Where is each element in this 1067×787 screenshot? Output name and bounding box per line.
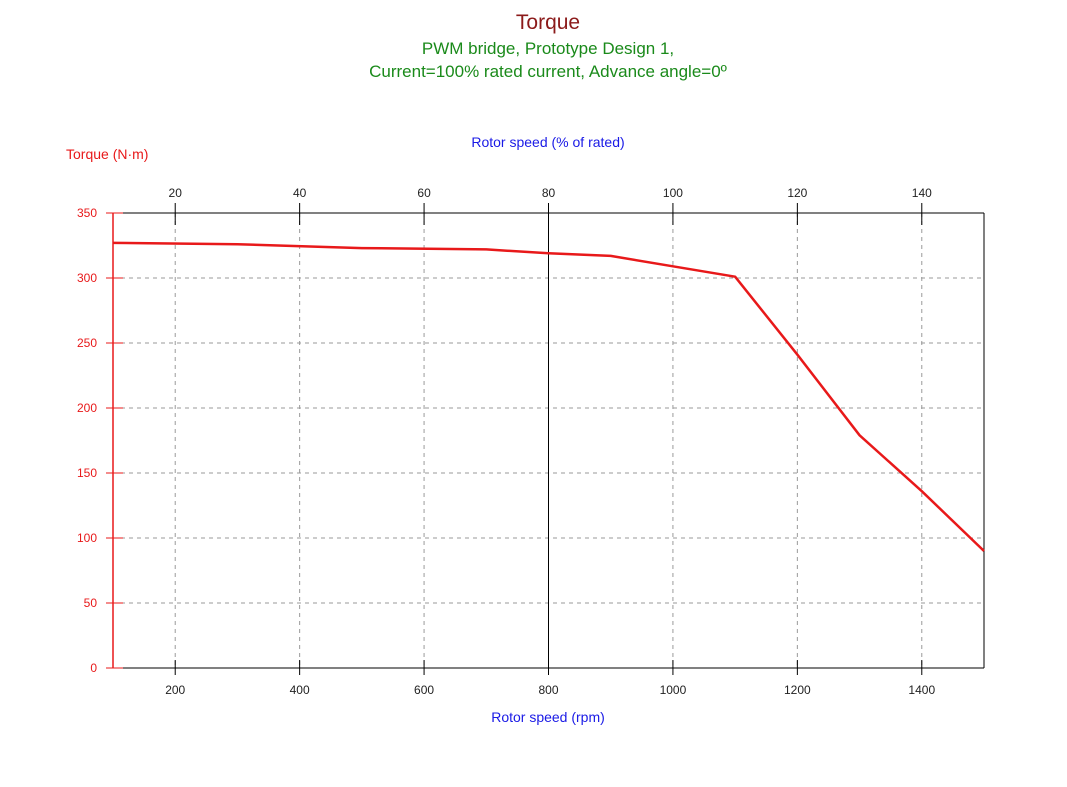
top-axis-tick-label: 20 <box>169 186 183 200</box>
y-axis-title: Torque (N·m) <box>66 146 148 162</box>
x-tick-label: 1000 <box>660 683 687 697</box>
x-tick-label: 200 <box>165 683 185 697</box>
top-axis-title: Rotor speed (% of rated) <box>471 134 624 150</box>
y-tick-label: 50 <box>84 596 98 610</box>
y-tick-label: 350 <box>77 206 97 220</box>
chart-subtitle-line-1: PWM bridge, Prototype Design 1, <box>422 39 674 58</box>
y-tick-label: 150 <box>77 466 97 480</box>
x-axis-title: Rotor speed (rpm) <box>491 709 605 725</box>
x-tick-label: 800 <box>538 683 558 697</box>
x-tick-label: 600 <box>414 683 434 697</box>
chart-title: Torque <box>516 11 580 34</box>
y-tick-label: 250 <box>77 336 97 350</box>
y-tick-label: 0 <box>90 661 97 675</box>
top-axis-tick-label: 140 <box>912 186 932 200</box>
y-tick-label: 200 <box>77 401 97 415</box>
chart-subtitle-line-2: Current=100% rated current, Advance angl… <box>369 62 727 81</box>
torque-series-line <box>112 241 985 552</box>
x-tick-label: 1200 <box>784 683 811 697</box>
axes <box>112 212 985 669</box>
top-axis-tick-label: 80 <box>542 186 556 200</box>
y-tick-label: 300 <box>77 271 97 285</box>
series-layer <box>112 241 985 552</box>
top-axis-tick-label: 120 <box>787 186 807 200</box>
y-tick-label: 100 <box>77 531 97 545</box>
top-axis-tick-label: 60 <box>417 186 431 200</box>
x-tick-label: 400 <box>290 683 310 697</box>
top-axis-tick-label: 40 <box>293 186 307 200</box>
top-axis-tick-label: 100 <box>663 186 683 200</box>
x-tick-label: 1400 <box>908 683 935 697</box>
